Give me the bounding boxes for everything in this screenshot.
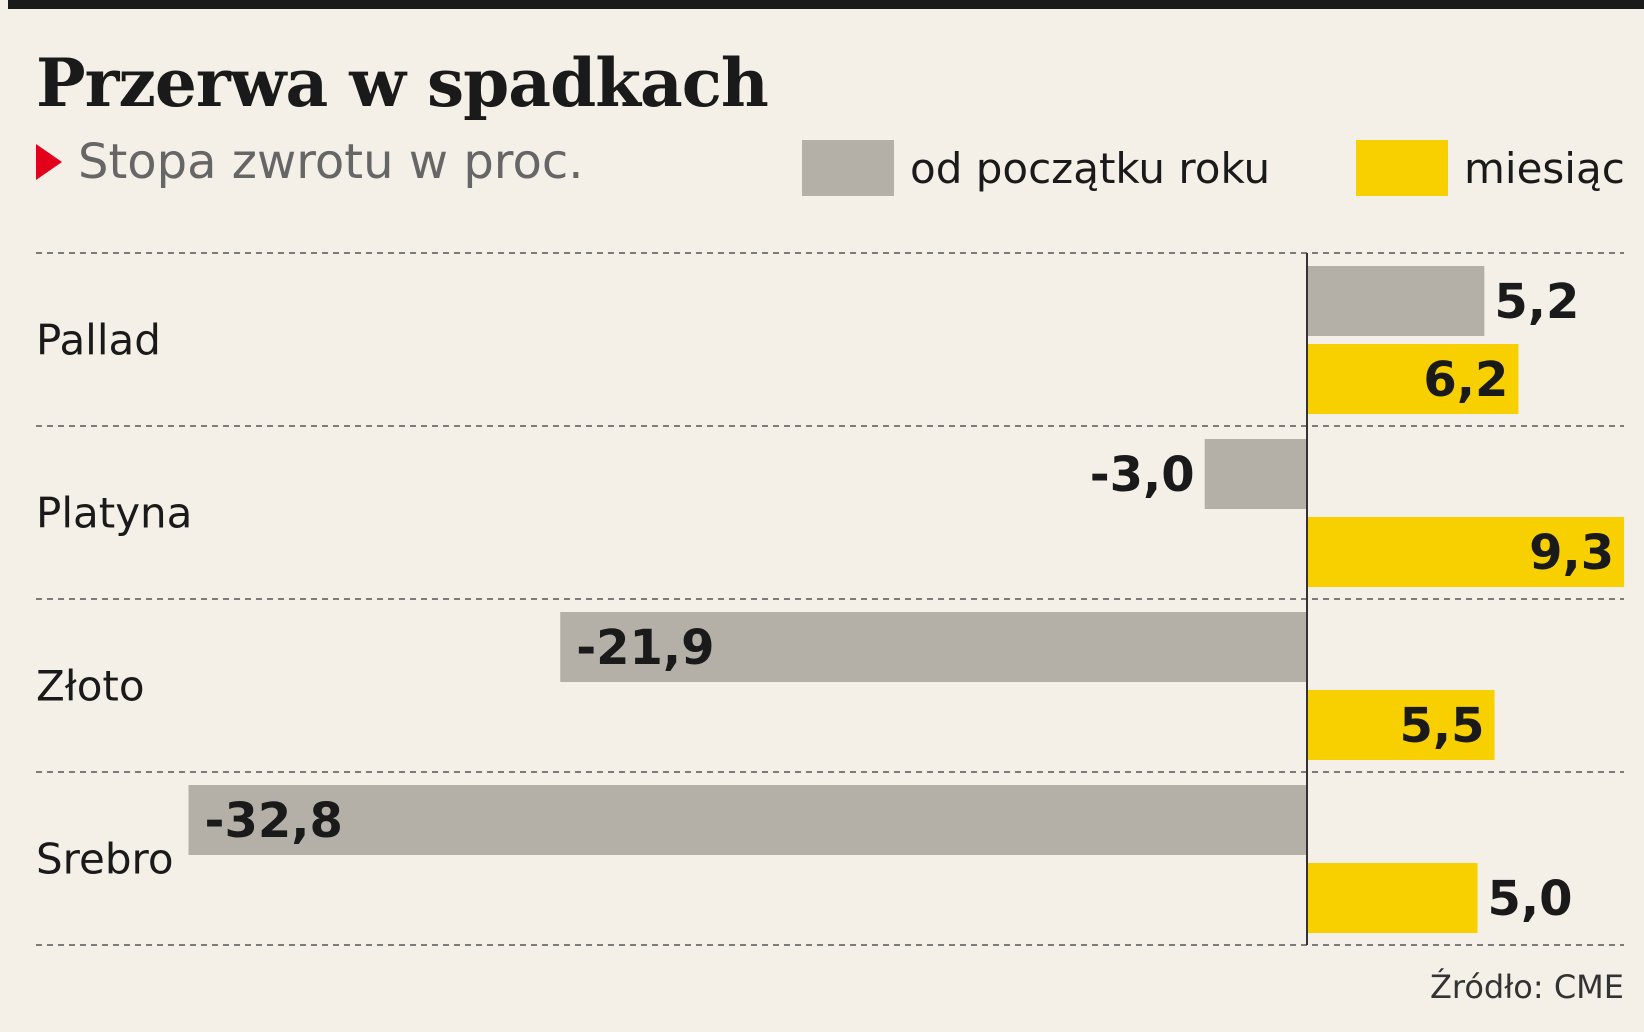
category-label: Srebro [36,835,174,884]
source-note: Źródło: CME [1429,968,1624,1006]
value-label: 5,5 [1400,698,1485,754]
top-rule [8,0,1644,9]
chart-title: Przerwa w spadkach [36,44,769,122]
category-label: Złoto [36,662,145,711]
subtitle-row: Stopa zwrotu w proc. [36,132,583,192]
category-label: Pallad [36,316,161,365]
legend-label-month: miesiąc [1464,143,1625,193]
value-label: 9,3 [1529,525,1614,581]
legend-item-month: miesiąc [1356,140,1625,196]
bar-ytd [1307,266,1485,336]
category-label: Platyna [36,489,192,538]
chart-subtitle: Stopa zwrotu w proc. [78,134,584,190]
bar-ytd [1204,439,1307,509]
legend-swatch-ytd [802,140,894,196]
bar-month [1307,863,1478,933]
bar-month [1307,690,1495,760]
legend-swatch-month [1356,140,1448,196]
value-label: 6,2 [1423,352,1508,408]
value-label: -21,9 [576,620,714,676]
bar-month [1307,517,1625,587]
legend-label-ytd: od początku roku [910,143,1271,193]
legend-item-ytd: od początku roku [802,140,1270,196]
bar-ytd [188,785,1307,855]
triangle-marker-icon [36,144,62,180]
value-label: 5,0 [1488,871,1573,927]
value-label: -32,8 [205,793,343,849]
value-label: 5,2 [1494,274,1579,330]
value-label: -3,0 [1090,447,1195,503]
bar-ytd [560,612,1307,682]
bar-month [1307,344,1519,414]
